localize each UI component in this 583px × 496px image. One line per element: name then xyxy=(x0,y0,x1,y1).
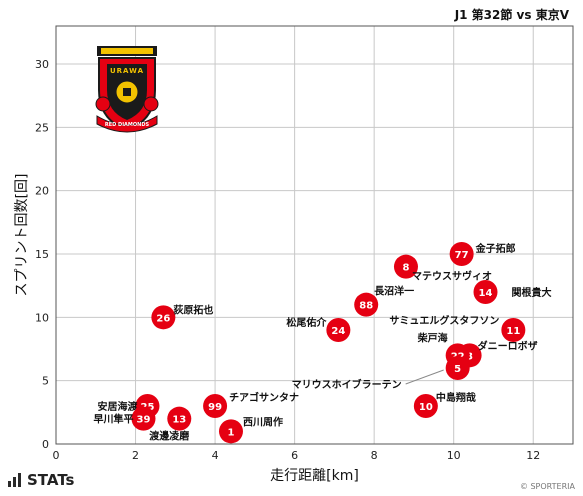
x-tick-label: 12 xyxy=(526,449,540,462)
urawa-reds-emblem: URAWA RED DIAMONDS xyxy=(95,46,159,133)
copyright: © SPORTERIA xyxy=(519,482,575,491)
point-label: サミュエルグスタフソン xyxy=(389,314,499,327)
y-axis-title: スプリント回数[回] xyxy=(14,174,30,297)
point-number: 3 xyxy=(466,351,473,362)
point-number: 8 xyxy=(402,263,409,274)
point-label: 安居海渡 xyxy=(97,400,138,413)
point-number: 77 xyxy=(455,250,469,261)
point-marker xyxy=(131,406,156,431)
point-number: 5 xyxy=(454,364,461,375)
scatter-point: 77 金子拓郎 xyxy=(449,242,516,266)
stats-logo: STATs xyxy=(8,471,74,489)
point-marker xyxy=(203,394,228,418)
emblem-letters: URAWA xyxy=(110,67,144,75)
point-label: 荻原拓也 xyxy=(173,303,213,316)
point-number: 99 xyxy=(208,402,222,413)
point-number: 10 xyxy=(419,402,433,413)
scatter-point: 99 チアゴサンタナ xyxy=(203,391,299,418)
point-number: 1 xyxy=(228,427,235,438)
point-marker xyxy=(473,280,498,304)
emblem-flower-right xyxy=(143,96,159,112)
point-label: 西川周作 xyxy=(243,415,283,428)
scatter-point: 1 西川周作 xyxy=(218,415,283,444)
scatter-point: 5 マリウスホイブラーテン xyxy=(292,356,470,391)
emblem-ball-center xyxy=(123,88,131,96)
scatter-point: 3 ダニーロボザ xyxy=(457,339,538,368)
x-tick-label: 8 xyxy=(371,449,378,462)
point-marker xyxy=(413,394,438,418)
stats-brand: STATs xyxy=(27,471,75,489)
stats-bars-icon xyxy=(8,473,21,487)
point-label: 松尾佑介 xyxy=(286,316,327,329)
point-label: 早川隼平 xyxy=(93,413,133,426)
x-tick-label: 0 xyxy=(53,449,60,462)
point-label: ダニーロボザ xyxy=(478,339,538,352)
scatter-point: 39 早川隼平 xyxy=(93,406,156,431)
y-tick-label: 0 xyxy=(42,438,49,451)
y-tick-label: 5 xyxy=(42,375,49,388)
point-number: 24 xyxy=(331,326,345,337)
point-label: 柴戸海 xyxy=(417,331,448,344)
y-tick-label: 10 xyxy=(35,311,49,324)
point-marker xyxy=(167,406,192,431)
y-tick-label: 30 xyxy=(35,58,49,71)
scatter-point: 24 松尾佑介 xyxy=(286,316,351,342)
x-axis-title: 走行距離[km] xyxy=(270,467,359,484)
x-tick-label: 4 xyxy=(212,449,219,462)
point-marker xyxy=(151,305,176,330)
point-label: マリウスホイブラーテン xyxy=(292,378,402,391)
label-leader-line xyxy=(405,369,444,385)
x-tick-label: 2 xyxy=(132,449,139,462)
point-marker xyxy=(218,419,243,444)
match-title: J1 第32節 vs 東京V xyxy=(454,8,569,22)
point-label: 中島翔哉 xyxy=(436,391,476,404)
point-marker xyxy=(354,292,379,317)
emblem-ribbon xyxy=(96,115,158,133)
emblem-crown-detail xyxy=(101,48,153,54)
point-number: 26 xyxy=(156,313,170,324)
point-label: マテウスサヴィオ xyxy=(412,270,492,283)
y-tick-label: 20 xyxy=(35,185,49,198)
point-label: 長沼洋一 xyxy=(374,285,414,298)
x-tick-label: 10 xyxy=(447,449,461,462)
scatter-point: 13 渡邊凌磨 xyxy=(149,406,192,443)
point-label: 関根貴大 xyxy=(512,286,552,299)
point-marker xyxy=(393,254,418,279)
y-tick-label: 15 xyxy=(35,248,49,261)
plot-frame xyxy=(55,25,574,445)
point-marker xyxy=(445,356,470,380)
point-marker xyxy=(449,242,474,266)
x-tick-label: 6 xyxy=(291,449,298,462)
point-number: 39 xyxy=(137,415,151,426)
scatter-point: 11 サミュエルグスタフソン xyxy=(389,314,526,342)
point-number: 88 xyxy=(359,301,373,312)
point-label: 金子拓郎 xyxy=(475,242,516,255)
emblem-flower-left xyxy=(95,96,111,112)
point-number: 14 xyxy=(479,288,493,299)
point-label: チアゴサンタナ xyxy=(229,391,299,404)
emblem-ribbon-text: RED DIAMONDS xyxy=(105,122,150,128)
point-marker xyxy=(501,318,526,342)
point-label: 渡邊凌磨 xyxy=(149,430,190,443)
point-number: 13 xyxy=(172,415,186,426)
y-tick-label: 25 xyxy=(35,121,49,134)
point-number: 11 xyxy=(506,326,520,337)
point-marker xyxy=(326,318,351,342)
scatter-point: 14 関根貴大 xyxy=(473,280,552,304)
